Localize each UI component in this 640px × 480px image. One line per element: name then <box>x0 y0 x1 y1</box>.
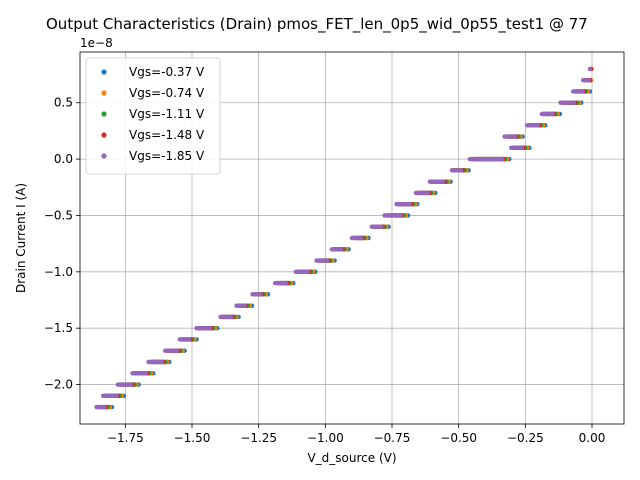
legend-label: Vgs=-0.37 V <box>129 65 205 79</box>
y-tick-label: 0.0 <box>54 152 73 166</box>
legend-marker <box>101 153 107 159</box>
data-point <box>242 303 247 308</box>
data-point <box>305 269 311 275</box>
chart-title: Output Characteristics (Drain) pmos_FET_… <box>46 15 588 34</box>
x-tick-label: −0.50 <box>440 431 477 445</box>
data-point <box>571 100 577 105</box>
plot-frame <box>79 51 625 425</box>
data-point <box>513 134 518 139</box>
x-tick-label: −1.75 <box>107 431 144 445</box>
data-point <box>159 359 165 365</box>
x-axis-ticks: −1.75 −1.50 −1.25 −1.00 −0.75 −0.50 −0.25 0.00 <box>107 424 605 445</box>
y-offset-label: 1e−8 <box>80 36 113 50</box>
y-axis-ticks: −2.0 −1.5 −1.0 −0.5 0.0 0.5 <box>44 96 80 392</box>
legend-box <box>85 57 221 175</box>
data-point <box>207 325 213 331</box>
data-point <box>175 348 180 353</box>
legend-label: Vgs=-1.11 V <box>129 107 205 121</box>
legend-marker <box>101 90 107 96</box>
x-tick-label: −0.25 <box>507 431 544 445</box>
data-point <box>407 201 413 207</box>
legend-marker <box>101 111 107 117</box>
data-point <box>441 179 446 184</box>
data-point <box>258 292 263 297</box>
legend-label: Vgs=-1.48 V <box>129 128 205 142</box>
scatter-points <box>94 66 594 410</box>
data-point <box>325 258 330 263</box>
data-point <box>519 145 525 151</box>
data-point <box>398 213 403 218</box>
data-point <box>499 156 505 162</box>
data-point <box>339 247 344 252</box>
x-tick-label: −1.50 <box>174 431 211 445</box>
y-tick-label: −0.5 <box>44 208 73 222</box>
data-point <box>586 77 591 83</box>
data-point <box>535 123 541 128</box>
data-point <box>114 393 119 399</box>
x-tick-label: −1.25 <box>240 431 277 445</box>
y-tick-label: −1.5 <box>44 321 73 335</box>
legend-label: Vgs=-0.74 V <box>129 86 205 100</box>
data-point <box>359 235 364 241</box>
data-point <box>102 404 107 410</box>
data-point <box>459 168 464 173</box>
legend-marker <box>101 132 107 138</box>
legend-label: Vgs=-1.85 V <box>129 149 205 163</box>
y-tick-label: −1.0 <box>44 265 73 279</box>
data-point <box>425 190 431 196</box>
y-tick-label: −2.0 <box>44 378 73 392</box>
data-point <box>550 111 555 117</box>
data-point <box>129 382 134 387</box>
x-tick-label: 0.00 <box>579 431 606 445</box>
data-point <box>143 371 149 376</box>
x-tick-label: −0.75 <box>374 431 411 445</box>
data-point <box>379 224 384 229</box>
y-tick-label: 0.5 <box>54 96 73 110</box>
x-axis-label: V_d_source (V) <box>307 451 396 465</box>
data-point <box>587 66 593 72</box>
data-point <box>580 89 585 94</box>
data-point <box>283 280 289 286</box>
data-point <box>187 337 192 342</box>
x-tick-label: −1.00 <box>307 431 344 445</box>
series-5-points <box>94 66 593 410</box>
y-axis-label: Drain Current I (A) <box>14 183 28 293</box>
legend: Vgs=-0.37 V Vgs=-0.74 V Vgs=-1.11 V Vgs=-1.… <box>85 57 221 175</box>
legend-marker <box>101 69 107 75</box>
data-point <box>229 314 234 320</box>
